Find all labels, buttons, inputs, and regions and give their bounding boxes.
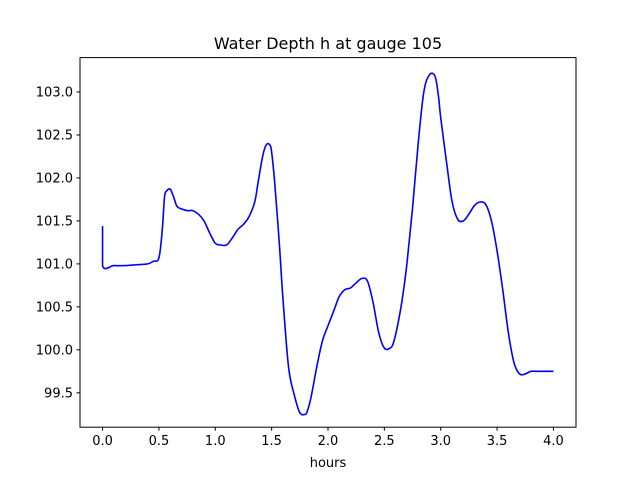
x-tick-label: 0.5	[149, 434, 170, 449]
x-tick-label: 4.0	[543, 434, 564, 449]
x-tick-label: 1.0	[205, 434, 226, 449]
chart-title: Water Depth h at gauge 105	[214, 34, 442, 53]
y-tick-label: 100.5	[36, 300, 73, 315]
plot-area	[101, 72, 554, 416]
y-tick-label: 101.0	[36, 257, 73, 272]
y-tick-label: 100.0	[36, 343, 73, 358]
y-tick-label: 101.5	[36, 214, 73, 229]
x-tick-label: 1.5	[261, 434, 282, 449]
x-tick-label: 3.5	[487, 434, 508, 449]
x-tick-label: 2.0	[318, 434, 339, 449]
series-line	[101, 72, 554, 416]
y-tick-label: 102.0	[36, 171, 73, 186]
x-tick-label: 0.0	[92, 434, 113, 449]
y-tick-label: 102.5	[36, 128, 73, 143]
axes-frame	[79, 57, 577, 428]
x-tick-label: 3.0	[430, 434, 451, 449]
x-tick-label: 2.5	[374, 434, 395, 449]
x-axis-ticks: 0.0 0.5 1.0 1.5 2.0 2.5 3.0 3.5 4.0	[92, 427, 564, 449]
x-axis-label: hours	[310, 456, 347, 471]
y-tick-label: 103.0	[36, 85, 73, 100]
y-axis-ticks: 99.5 100.0 100.5 101.0 101.5 102.0 102.5 103.0	[36, 85, 80, 401]
y-tick-label: 99.5	[44, 386, 73, 401]
